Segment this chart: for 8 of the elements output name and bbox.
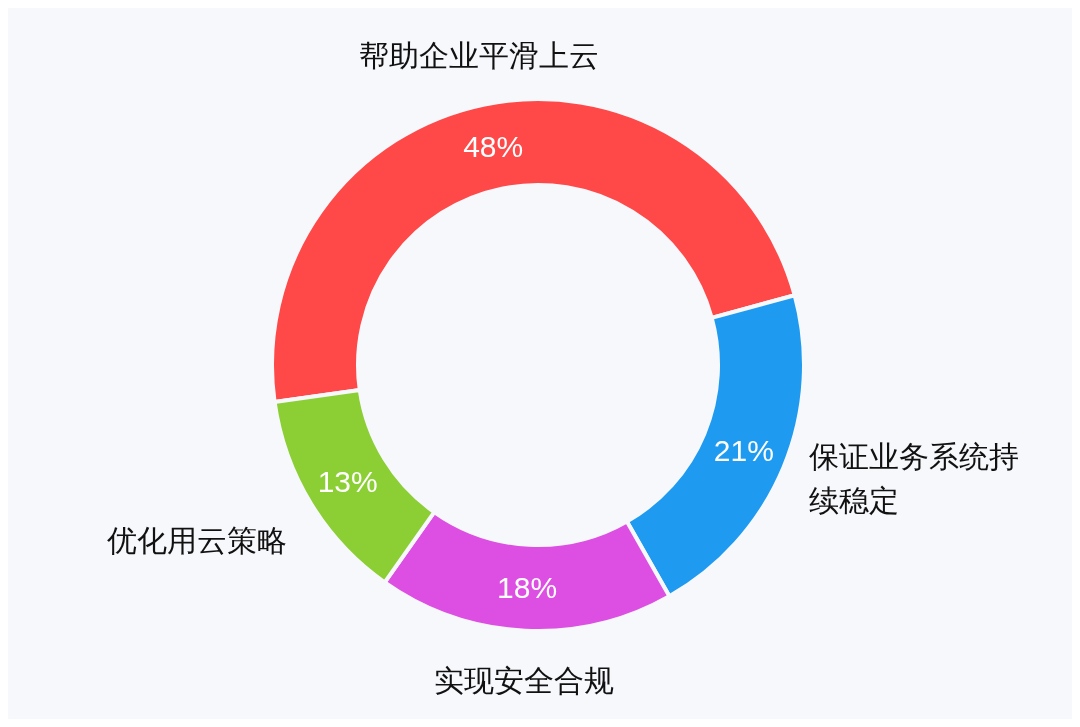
slice-label: 优化用云策略 — [107, 522, 288, 558]
data-label: 48% — [463, 130, 524, 164]
data-label: 18% — [497, 571, 558, 605]
data-label: 21% — [713, 434, 774, 468]
slice-label: 帮助企业平滑上云 — [358, 37, 599, 73]
data-label: 13% — [317, 464, 378, 498]
slice-label: 保证业务系统持续稳定 — [809, 438, 1020, 518]
slice-label: 实现安全合规 — [433, 662, 614, 698]
